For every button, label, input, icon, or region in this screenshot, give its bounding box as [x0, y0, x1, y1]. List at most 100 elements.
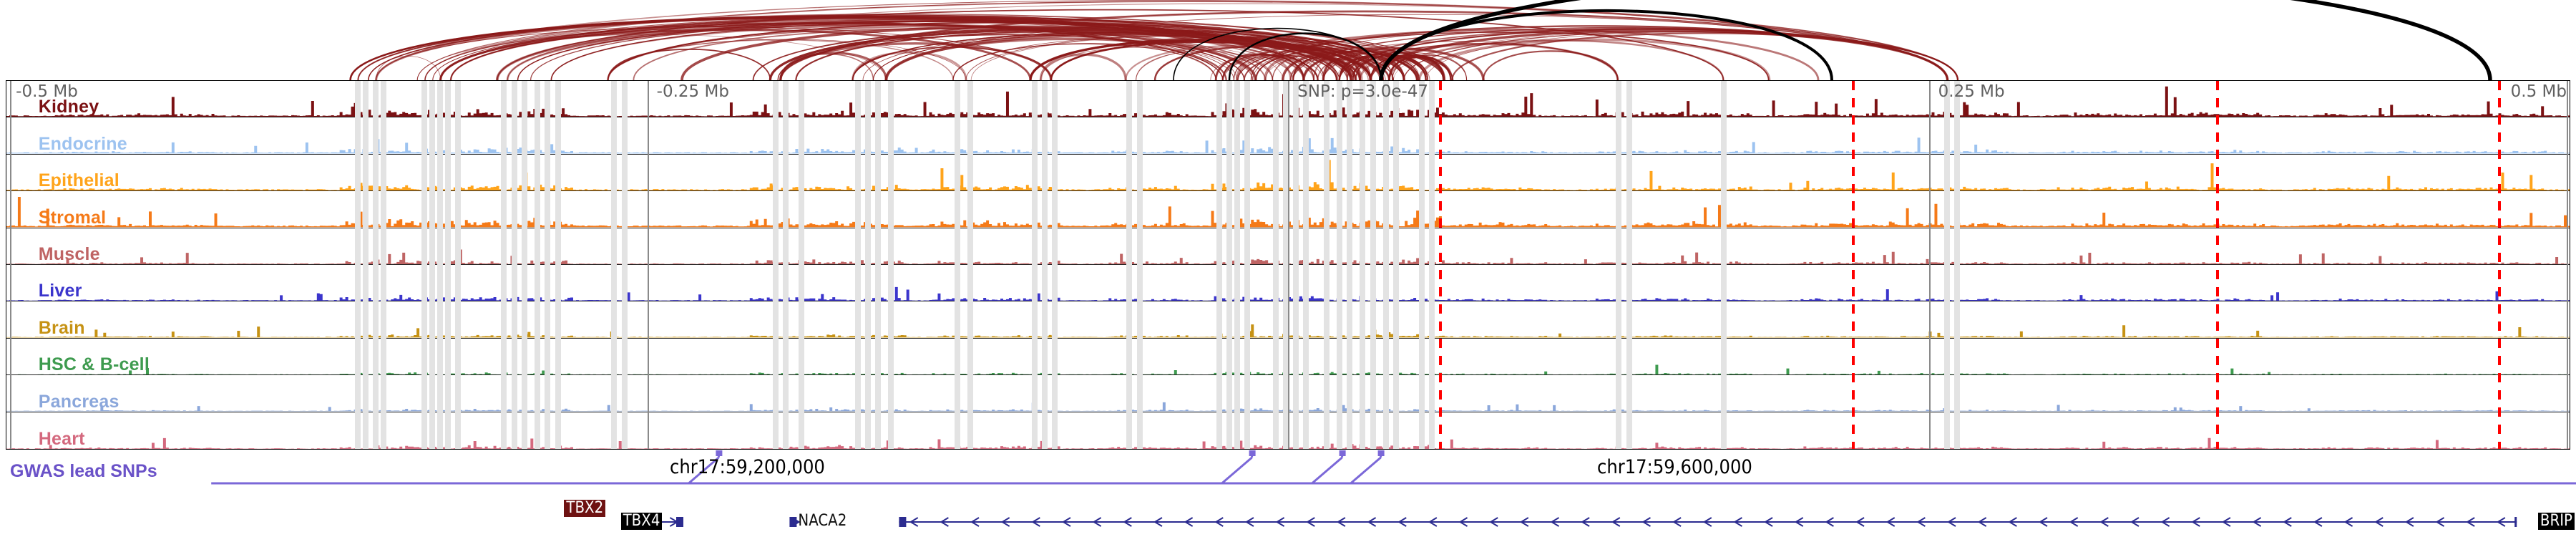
track-hsc-bcell: HSC & B-cell	[6, 339, 2570, 376]
gwas-snp-connector[interactable]	[1350, 452, 1382, 485]
strand-arrow	[2252, 517, 2262, 527]
loop-arc	[1393, 30, 1958, 80]
strand-arrow	[1947, 517, 1956, 527]
loop-arc	[1215, 54, 1304, 80]
signal-profile-muscle	[6, 228, 2570, 264]
signal-track-container: Kidney Endocrine Epithelial Stromal Muscle Li…	[6, 80, 2570, 450]
strand-arrow	[1733, 517, 1742, 527]
strand-arrow	[2496, 517, 2506, 527]
axis-label: -0.25 Mb	[656, 82, 729, 101]
strand-arrow	[1825, 517, 1834, 527]
strand-arrow	[2466, 517, 2475, 527]
loop-arc	[1302, 47, 1485, 80]
strand-arrow	[2008, 517, 2017, 527]
track-endocrine: Endocrine	[6, 117, 2570, 155]
strand-arrow	[2160, 517, 2170, 527]
tracks-host: Kidney Endocrine Epithelial Stromal Muscle Li…	[6, 81, 2570, 449]
strand-arrow	[2374, 517, 2384, 527]
strand-arrow	[2404, 517, 2414, 527]
strand-arrow	[2069, 517, 2079, 527]
strand-arrow	[1428, 517, 1438, 527]
strand-arrow	[2099, 517, 2109, 527]
strand-arrow	[1702, 517, 1712, 527]
loop-arc	[368, 13, 1445, 80]
strand-arrow	[1092, 517, 1102, 527]
strand-arrow	[1275, 517, 1285, 527]
loop-arc	[608, 39, 967, 80]
gene-label-tbx2[interactable]: TBX2	[564, 500, 606, 517]
loop-arc	[1482, 50, 1619, 80]
gwas-lead-snp-marker[interactable]	[1339, 450, 1346, 456]
loop-arc-highlighted	[1379, 0, 2492, 80]
strand-arrow	[1641, 517, 1652, 527]
loop-arc-highlighted	[1173, 27, 1382, 80]
gene-start-tick	[2514, 517, 2517, 527]
strand-arrow	[2222, 517, 2231, 527]
loop-arc	[752, 26, 1405, 80]
track-muscle: Muscle	[6, 228, 2570, 265]
loop-arc	[1272, 56, 1337, 80]
strand-arrow	[1672, 517, 1682, 527]
loop-arc-highlighted	[1380, 9, 1833, 80]
strand-arrow	[2283, 517, 2292, 527]
strand-arrow	[1214, 517, 1224, 527]
gene-label-tbx4[interactable]: TBX4	[620, 513, 663, 530]
loop-arc	[1040, 47, 1237, 80]
strand-arrow	[2039, 517, 2048, 527]
strand-arrow	[1153, 517, 1163, 527]
signal-profile-liver	[6, 265, 2570, 301]
loop-arc	[496, 9, 1724, 80]
loop-arc	[416, 34, 887, 80]
strand-arrow	[2313, 517, 2323, 527]
signal-profile-pancreas	[6, 375, 2570, 412]
gwas-snp-connector[interactable]	[1221, 452, 1254, 485]
gwas-snp-connector[interactable]	[1311, 452, 1344, 485]
signal-profile-epithelial	[6, 155, 2570, 191]
chromatin-loop-arc-panel	[0, 0, 2576, 80]
axis-label: 0.25 Mb	[1938, 82, 2005, 101]
strand-arrow	[909, 517, 919, 527]
track-stromal: Stromal	[6, 191, 2570, 228]
track-pancreas: Pancreas	[6, 375, 2570, 412]
track-liver: Liver	[6, 265, 2570, 302]
loop-arc	[1355, 56, 1420, 80]
gwas-connector-svg	[211, 450, 2576, 485]
track-brain: Brain	[6, 301, 2570, 339]
signal-profile-heart	[6, 412, 2570, 449]
track-epithelial: Epithelial	[6, 155, 2570, 192]
strand-arrow	[1306, 517, 1315, 527]
loop-arc	[852, 51, 967, 80]
strand-arrow	[1611, 517, 1621, 527]
loop-arc	[1292, 57, 1348, 80]
axis-label: 0.5 Mb	[2510, 82, 2567, 101]
strand-arrow	[1062, 517, 1071, 527]
gene-label-brip[interactable]: BRIP	[2537, 513, 2575, 530]
strand-arrow	[1031, 517, 1040, 527]
gwas-lead-snp-marker[interactable]	[1249, 450, 1256, 456]
loop-arc	[1323, 53, 1419, 80]
signal-profile-endocrine	[6, 117, 2570, 154]
loop-arc	[1369, 29, 1949, 80]
strand-arrow	[2435, 517, 2445, 527]
loop-arc	[607, 49, 771, 80]
gwas-lead-snp-marker[interactable]	[1377, 450, 1385, 456]
strand-arrow	[2191, 517, 2200, 527]
strand-arrow	[1885, 517, 1896, 527]
strand-arrow	[1977, 517, 1987, 527]
signal-profile-stromal	[6, 191, 2570, 228]
gene-start-tick	[793, 517, 796, 527]
strand-arrow	[1245, 517, 1254, 527]
loop-arc	[779, 42, 1053, 80]
strand-arrow	[970, 517, 980, 527]
loop-arc	[1030, 44, 1284, 80]
strand-arrow	[2130, 517, 2140, 527]
strand-arrow	[1764, 517, 1773, 527]
gene-label-naca2[interactable]: NACA2	[798, 512, 847, 530]
strand-arrow	[1794, 517, 1804, 527]
gwas-lead-snp-marker[interactable]	[716, 450, 723, 456]
strand-arrow	[1123, 517, 1132, 527]
loop-arc	[1303, 50, 1445, 80]
loop-arc	[439, 29, 1032, 80]
strand-arrow	[1367, 517, 1377, 527]
loop-arc	[1254, 47, 1445, 80]
